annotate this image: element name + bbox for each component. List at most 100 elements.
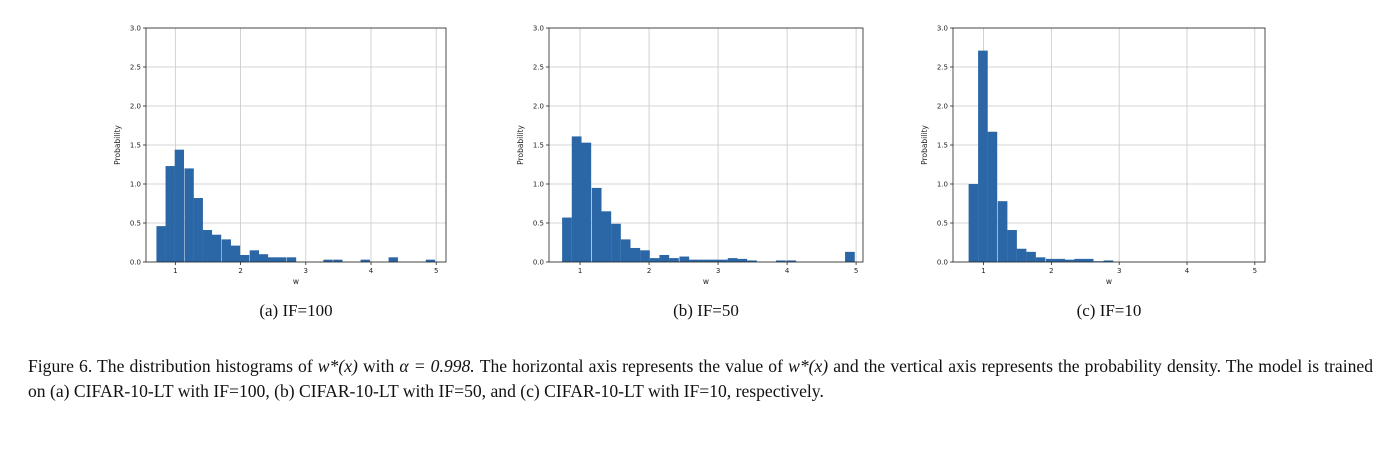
x-axis-label: w bbox=[1106, 277, 1112, 286]
histogram-bar bbox=[698, 259, 709, 262]
figure-caption: Figure 6. The distribution histograms of… bbox=[28, 354, 1373, 404]
y-tick-label: 0.0 bbox=[533, 259, 544, 267]
x-tick-label: 1 bbox=[981, 267, 985, 275]
histogram-bar bbox=[591, 187, 602, 262]
histogram-bar bbox=[1026, 251, 1036, 262]
x-axis-label: w bbox=[703, 277, 709, 286]
x-tick-label: 5 bbox=[1253, 267, 1257, 275]
histogram-bar bbox=[708, 259, 719, 262]
histogram-bar bbox=[286, 257, 297, 262]
histogram-bar bbox=[323, 259, 333, 262]
histogram-bar bbox=[388, 257, 398, 262]
caption-math-w-star-2: w*(x) bbox=[788, 356, 829, 376]
histogram-bar bbox=[987, 131, 998, 262]
histogram-bar bbox=[968, 184, 979, 262]
x-tick-label: 4 bbox=[369, 267, 374, 275]
x-tick-label: 3 bbox=[716, 267, 720, 275]
x-tick-label: 2 bbox=[1049, 267, 1053, 275]
histogram-bar bbox=[156, 226, 166, 262]
histogram-bar bbox=[202, 230, 213, 262]
histogram-bar bbox=[184, 168, 194, 262]
y-tick-label: 0.5 bbox=[533, 220, 544, 228]
histogram-bar bbox=[333, 259, 343, 262]
histogram-bar bbox=[267, 257, 278, 262]
histogram-bar bbox=[562, 217, 572, 262]
histogram-bar bbox=[649, 258, 660, 262]
histogram-bar bbox=[669, 258, 679, 262]
histogram-bar bbox=[1035, 257, 1046, 262]
y-axis-label: Probability bbox=[113, 125, 122, 165]
histogram-bar bbox=[1103, 260, 1114, 262]
y-tick-label: 1.0 bbox=[937, 181, 948, 189]
histogram-bar bbox=[659, 254, 670, 262]
histogram-bar bbox=[1055, 258, 1066, 262]
histogram-bar bbox=[727, 258, 738, 262]
x-tick-label: 3 bbox=[304, 267, 308, 275]
caption-text-2: with bbox=[362, 356, 395, 376]
caption-math-w-star-1: w*(x) bbox=[317, 356, 358, 376]
histogram-bar bbox=[620, 239, 631, 262]
y-tick-label: 2.5 bbox=[130, 64, 141, 72]
y-tick-label: 3.0 bbox=[130, 25, 141, 33]
histogram-bar bbox=[630, 247, 641, 262]
caption-text-1: The distribution histograms of bbox=[97, 356, 313, 376]
x-tick-label: 1 bbox=[173, 267, 177, 275]
histogram-bar bbox=[718, 259, 728, 262]
y-tick-label: 1.0 bbox=[130, 181, 141, 189]
histogram-bar bbox=[360, 259, 370, 262]
histogram-bar bbox=[211, 234, 222, 262]
histogram-bar bbox=[611, 223, 621, 262]
histogram-bar bbox=[571, 136, 582, 262]
y-tick-label: 2.5 bbox=[937, 64, 948, 72]
y-tick-label: 2.0 bbox=[937, 103, 948, 111]
x-tick-label: 2 bbox=[647, 267, 651, 275]
histogram-bar bbox=[786, 260, 797, 262]
histogram-bar bbox=[193, 198, 203, 262]
x-tick-label: 1 bbox=[578, 267, 582, 275]
histogram-if50: 0.0 0.5 1.0 1.5 2.0 2.5 3.0 1 2 3 4 5 w Probability bbox=[516, 25, 864, 286]
histogram-bar bbox=[776, 260, 786, 262]
subplot-caption-c: (c) IF=10 bbox=[1076, 301, 1142, 320]
histogram-bar bbox=[679, 256, 690, 262]
y-tick-label: 1.5 bbox=[533, 142, 544, 150]
subplot-caption-b: (b) IF=50 bbox=[673, 301, 739, 320]
histogram-bar bbox=[239, 254, 250, 262]
x-tick-label: 5 bbox=[434, 267, 438, 275]
y-tick-label: 2.5 bbox=[533, 64, 544, 72]
histogram-bar bbox=[1083, 258, 1094, 262]
x-tick-label: 2 bbox=[238, 267, 242, 275]
histogram-bar bbox=[230, 245, 241, 262]
histogram-bar bbox=[640, 250, 650, 262]
histogram-bar bbox=[1016, 248, 1027, 262]
y-tick-label: 0.0 bbox=[130, 259, 141, 267]
figure-label: Figure 6. bbox=[28, 356, 93, 376]
caption-math-alpha: α = 0.998. bbox=[399, 356, 475, 376]
caption-text-4: and the vertical axis represents the pro… bbox=[28, 356, 1374, 401]
histogram-bar bbox=[581, 142, 592, 262]
histogram-bar bbox=[689, 259, 699, 262]
y-axis-label: Probability bbox=[920, 125, 929, 165]
x-axis-label: w bbox=[293, 277, 299, 286]
x-tick-label: 3 bbox=[1117, 267, 1121, 275]
histogram-bar bbox=[1045, 258, 1056, 262]
y-tick-label: 1.5 bbox=[130, 142, 141, 150]
histogram-bar bbox=[258, 254, 269, 262]
x-tick-label: 4 bbox=[785, 267, 790, 275]
histogram-bar bbox=[845, 251, 855, 262]
x-tick-label: 5 bbox=[854, 267, 858, 275]
y-tick-label: 2.0 bbox=[130, 103, 141, 111]
histogram-bar bbox=[978, 50, 988, 263]
histogram-bar bbox=[174, 149, 185, 262]
histogram-bar bbox=[601, 211, 612, 262]
histogram-if10: 0.0 0.5 1.0 1.5 2.0 2.5 3.0 1 2 3 4 5 w Probability bbox=[920, 25, 1266, 286]
x-tick-label: 4 bbox=[1185, 267, 1190, 275]
y-tick-label: 1.5 bbox=[937, 142, 948, 150]
histogram-bar bbox=[425, 259, 436, 262]
histogram-bar bbox=[737, 258, 748, 262]
y-tick-label: 0.5 bbox=[130, 220, 141, 228]
y-axis-label: Probability bbox=[516, 125, 525, 165]
histogram-bar bbox=[1074, 258, 1085, 262]
histogram-bar bbox=[249, 250, 260, 262]
histogram-if100: 0.0 0.5 1.0 1.5 2.0 2.5 3.0 1 2 3 4 5 w Probability bbox=[113, 25, 447, 286]
